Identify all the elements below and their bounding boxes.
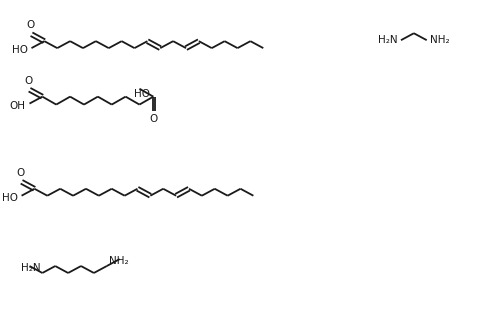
Text: H₂N: H₂N: [21, 263, 40, 273]
Text: NH₂: NH₂: [430, 35, 449, 45]
Text: O: O: [26, 20, 35, 30]
Text: HO: HO: [134, 89, 150, 99]
Text: H₂N: H₂N: [378, 35, 398, 45]
Text: O: O: [17, 168, 25, 178]
Text: O: O: [149, 114, 157, 124]
Text: HO: HO: [12, 45, 28, 55]
Text: OH: OH: [10, 101, 26, 111]
Text: NH₂: NH₂: [109, 256, 128, 266]
Text: O: O: [24, 76, 33, 86]
Text: HO: HO: [2, 193, 18, 203]
